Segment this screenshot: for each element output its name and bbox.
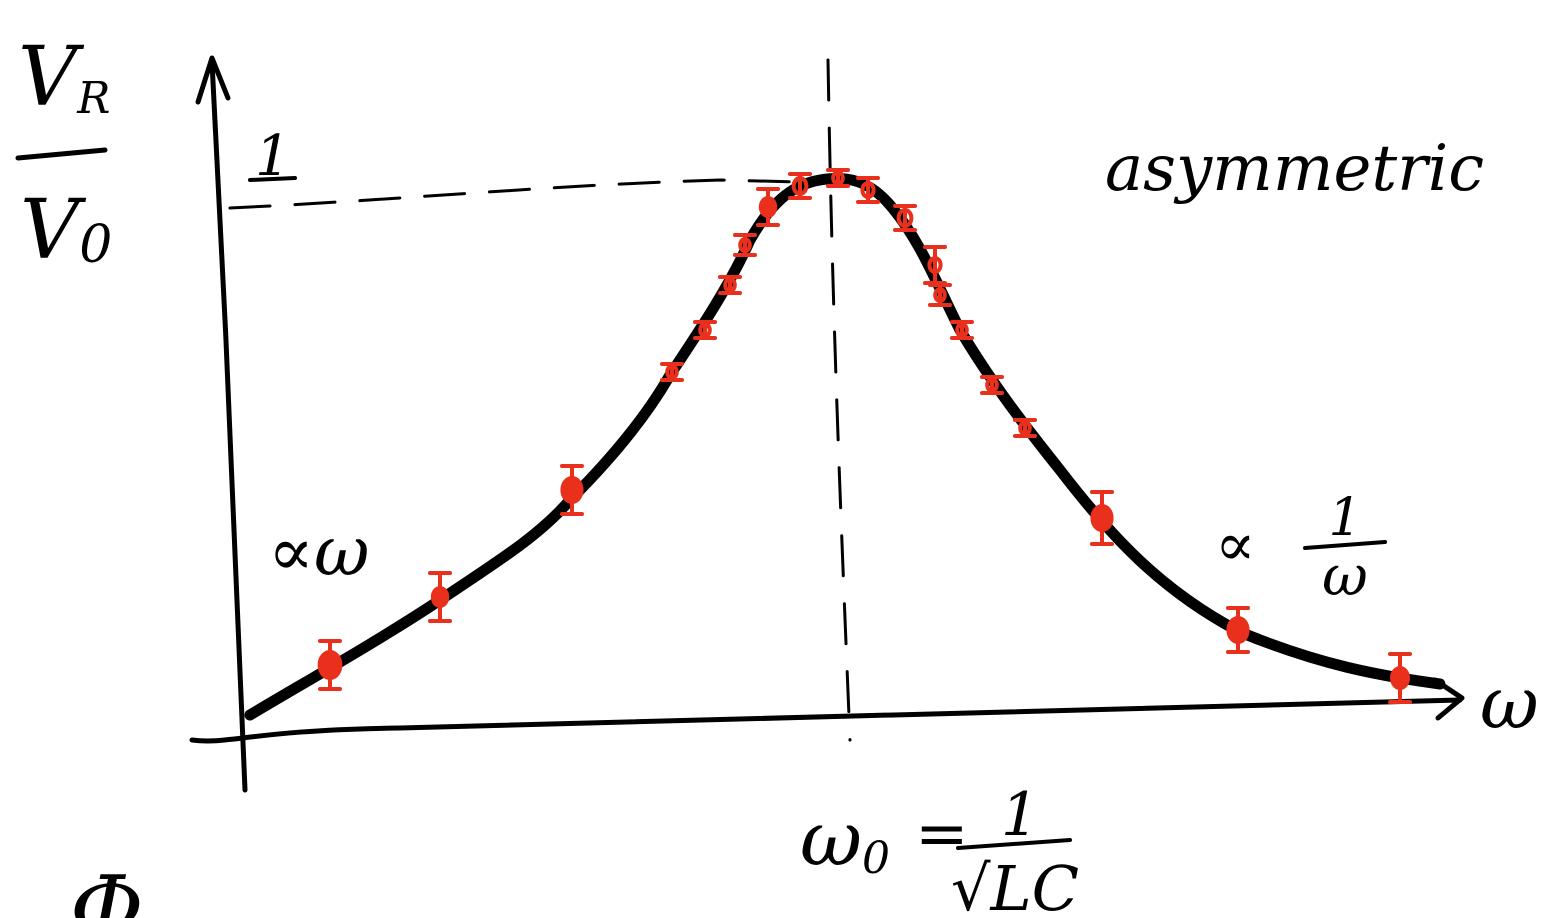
measurement — [723, 277, 737, 293]
measurement — [985, 377, 999, 393]
measurement — [430, 586, 450, 608]
high-frequency-prefix: ∝ — [1215, 510, 1256, 580]
measurement — [860, 181, 876, 199]
resonance-bar — [956, 838, 1072, 850]
resonance-numerator: 1 — [1001, 780, 1039, 850]
low-frequency-label: ∝ω — [268, 513, 369, 592]
high-frequency-numerator: 1 — [1328, 488, 1361, 548]
measurement — [738, 237, 752, 253]
y-label-numerator-subscript: R — [76, 73, 110, 124]
y-label-fraction-bar — [15, 147, 108, 161]
high-frequency-denominator: ω — [1322, 544, 1368, 609]
y-axis-arrow — [195, 55, 231, 105]
measurement — [1090, 504, 1114, 532]
resonance-lhs-subscript: 0 — [862, 833, 890, 884]
resonance-lhs-text: ω — [800, 794, 862, 883]
peak-guide — [228, 178, 802, 210]
next-plot-label: Φ — [70, 857, 144, 918]
note: asymmetric — [1105, 132, 1484, 206]
resonance-equals: = — [915, 797, 969, 871]
measurement — [831, 170, 845, 186]
resonance-guide — [826, 58, 852, 742]
resonance-denominator: √LC — [951, 852, 1079, 918]
y-label-denominator-subscript: 0 — [79, 215, 112, 275]
measurement — [896, 208, 914, 228]
measurement — [698, 322, 712, 338]
measurement — [317, 650, 343, 680]
response-curve — [244, 172, 1446, 721]
measurement — [1018, 420, 1032, 436]
measurement — [933, 287, 947, 303]
x-label: ω — [1480, 661, 1539, 745]
measurement — [758, 196, 778, 218]
y-label-numerator-text: V — [18, 30, 85, 125]
measurement — [560, 476, 584, 504]
measurement — [1226, 616, 1250, 644]
resonance-lhs: ω0 — [800, 794, 890, 884]
y-label-denominator-text: V — [20, 183, 87, 278]
measurement — [927, 256, 943, 274]
measurement — [791, 176, 809, 196]
measurement — [665, 364, 679, 380]
x-axis — [189, 697, 1463, 744]
measurements — [317, 168, 1412, 704]
peak-underline — [248, 176, 297, 182]
measurement — [955, 322, 969, 338]
y-label-numerator: VR — [18, 30, 110, 125]
y-label-denominator: V0 — [20, 183, 112, 278]
measurement — [1390, 666, 1410, 690]
high-frequency-bar — [1303, 540, 1387, 550]
y-axis — [209, 59, 248, 793]
